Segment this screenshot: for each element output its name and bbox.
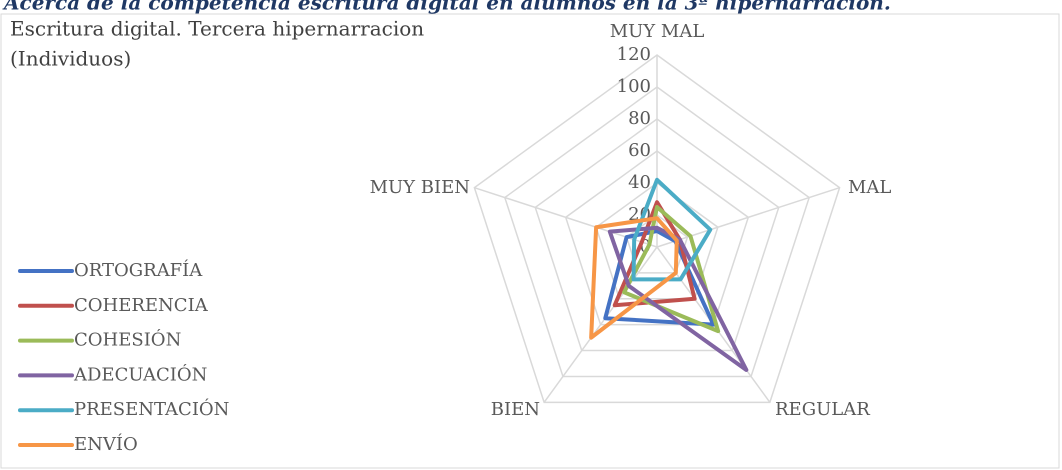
legend-label: ADECUACIÓN [73,362,207,385]
chart-border [0,13,1060,469]
series-line [589,216,679,340]
y-tick-label: 0 [640,236,651,257]
grid-line [534,118,780,352]
spoke [543,246,658,403]
caption: Acerca de la competencia escritura digit… [2,0,891,15]
grid-line [473,54,841,404]
axis-label: MUY BIEN [370,177,470,198]
legend-label: COHESIÓN [74,328,181,351]
grid-line [503,86,811,378]
series-line [631,177,713,282]
series-line [603,229,716,327]
legend-label: COHERENCIA [74,295,209,316]
grid-line [564,150,750,326]
grid-line [595,182,719,300]
series-line [622,205,721,334]
y-tick-label: 80 [628,108,651,129]
y-tick-label: 60 [628,140,651,161]
grid-line [625,214,689,274]
axis-label: MAL [848,177,891,198]
chart-subtitle: (Individuos) [10,47,131,71]
axis-label: REGULAR [775,399,870,420]
axis-label: BIEN [491,399,540,420]
y-tick-label: 40 [628,172,651,193]
legend-label: ENVÍO [74,432,138,455]
legend-label: PRESENTACIÓN [74,397,229,420]
spoke [656,186,840,248]
legend-label: ORTOGRAFÍA [74,258,203,281]
chart-title: Escritura digital. Tercera hipernarracio… [10,17,424,41]
y-tick-label: 100 [617,76,651,97]
axis-label: MUY MAL [610,21,705,42]
y-tick-label: 120 [617,44,651,65]
